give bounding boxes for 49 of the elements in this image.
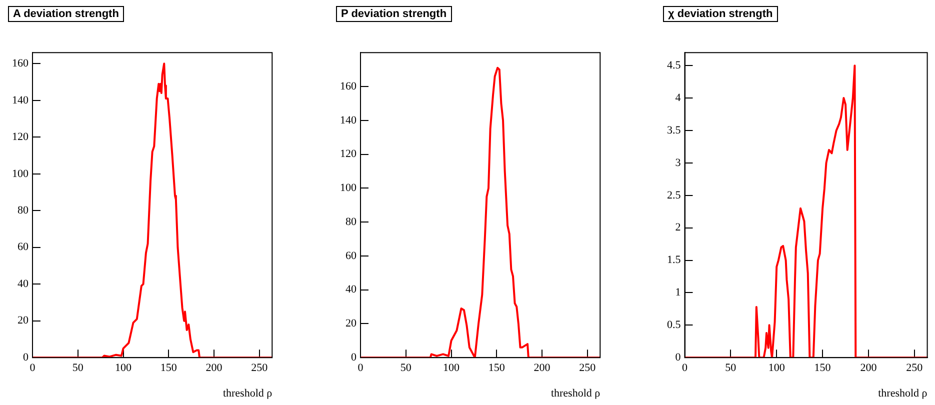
y-tick-label: 0 — [23, 351, 29, 364]
chart-title: P deviation strength — [336, 6, 452, 22]
chart-title: A deviation strength — [8, 6, 124, 22]
y-tick-label: 0 — [351, 351, 357, 364]
x-tick-label: 50 — [72, 362, 84, 374]
y-tick-label: 140 — [340, 114, 357, 126]
x-tick-label: 250 — [251, 362, 268, 374]
y-tick-label: 120 — [12, 131, 29, 144]
y-tick-label: 100 — [12, 168, 29, 180]
chart-title: χ deviation strength — [663, 6, 778, 22]
x-tick-label: 150 — [814, 362, 832, 374]
y-tick-label: 2.5 — [667, 189, 682, 202]
x-tick-label: 100 — [768, 362, 786, 374]
y-tick-label: 60 — [346, 250, 357, 262]
y-tick-label: 0 — [675, 351, 682, 364]
x-tick-label: 100 — [443, 362, 460, 374]
y-tick-label: 4.5 — [667, 59, 682, 72]
y-tick-label: 160 — [12, 58, 29, 70]
y-tick-label: 80 — [346, 216, 357, 228]
y-tick-label: 80 — [18, 204, 29, 217]
y-tick-label: 100 — [340, 182, 357, 194]
y-tick-label: 40 — [346, 284, 357, 296]
x-tick-label: 200 — [860, 362, 878, 374]
x-tick-label: 200 — [206, 362, 223, 374]
x-tick-label: 250 — [579, 362, 596, 374]
x-tick-label: 150 — [488, 362, 506, 374]
y-tick-label: 140 — [12, 94, 29, 106]
x-tick-label: 150 — [160, 362, 178, 374]
y-tick-label: 0.5 — [667, 319, 682, 332]
y-tick-label: 1 — [675, 286, 681, 299]
x-axis-title: threshold ρ — [878, 387, 928, 400]
y-tick-label: 160 — [340, 80, 357, 92]
y-tick-label: 3 — [675, 156, 682, 169]
y-tick-label: 1.5 — [667, 254, 682, 266]
y-tick-label: 20 — [346, 318, 357, 330]
x-tick-label: 200 — [534, 362, 551, 374]
y-tick-label: 3.5 — [667, 124, 682, 136]
y-tick-label: 20 — [18, 314, 29, 327]
x-tick-label: 50 — [400, 362, 412, 374]
y-tick-label: 2 — [675, 222, 681, 234]
x-axis-title: threshold ρ — [550, 387, 601, 400]
y-tick-label: 60 — [18, 241, 29, 254]
y-tick-label: 4 — [675, 92, 682, 104]
x-tick-label: 100 — [115, 362, 132, 374]
y-tick-label: 120 — [340, 148, 357, 160]
y-tick-label: 40 — [18, 278, 29, 290]
x-tick-label: 250 — [906, 362, 924, 374]
x-tick-label: 50 — [725, 362, 737, 374]
x-axis-title: threshold ρ — [222, 387, 273, 400]
